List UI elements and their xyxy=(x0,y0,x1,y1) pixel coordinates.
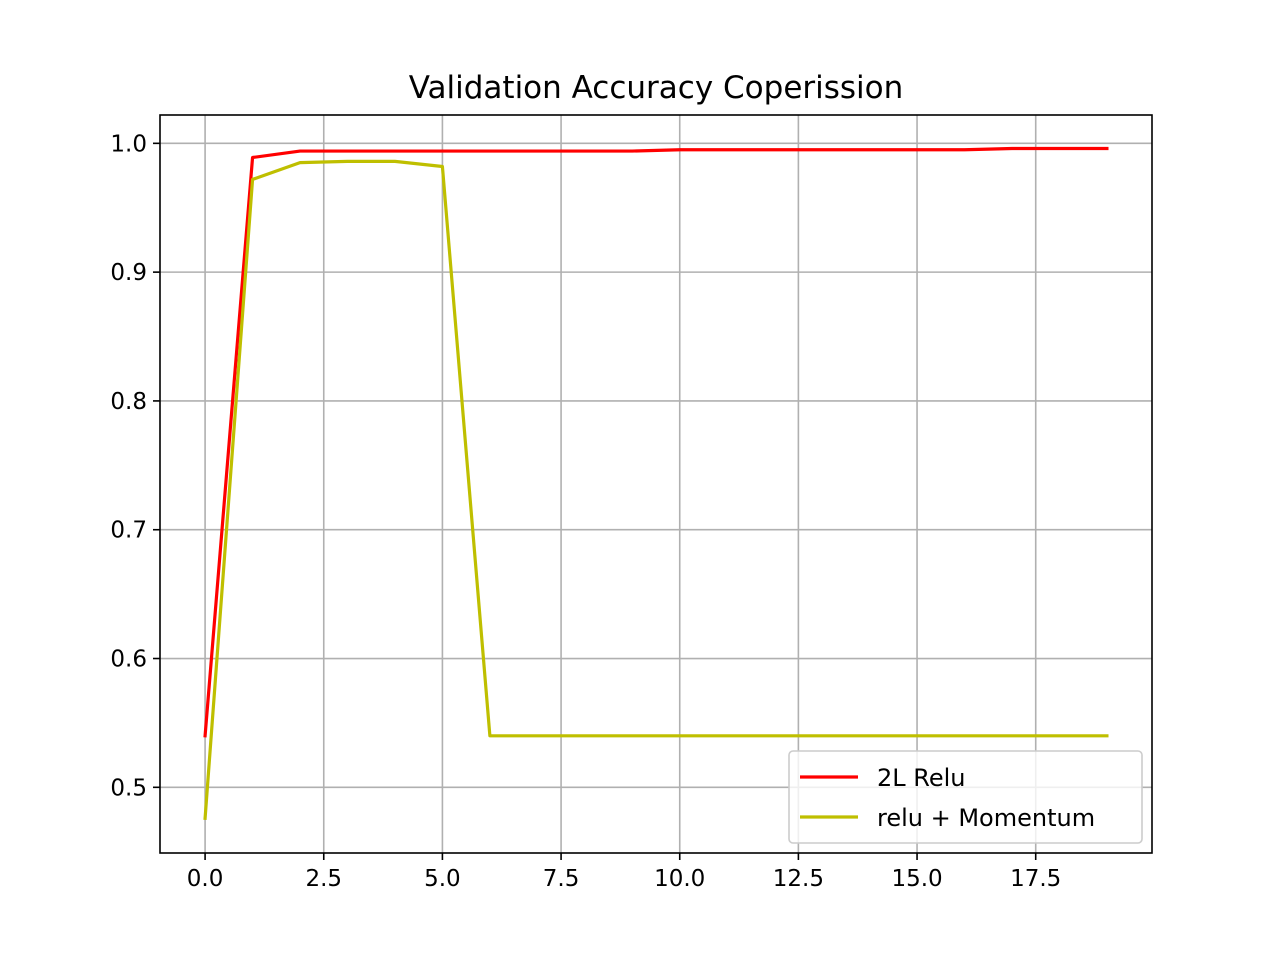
x-gridlines xyxy=(204,115,1037,853)
x-tick-label: 7.5 xyxy=(543,866,580,892)
y-tick-label: 0.5 xyxy=(110,775,147,801)
x-tick-label: 5.0 xyxy=(424,866,461,892)
x-tick-label: 10.0 xyxy=(654,866,705,892)
y-tick-label: 1.0 xyxy=(110,131,147,157)
chart-title: Validation Accuracy Coperission xyxy=(409,70,904,106)
x-tick-label: 2.5 xyxy=(305,866,342,892)
y-axis: 0.5 0.6 0.7 0.8 0.9 1.0 xyxy=(110,131,160,801)
series-line-1 xyxy=(203,146,1109,738)
y-tick-label: 0.8 xyxy=(110,389,147,415)
y-tick-label: 0.9 xyxy=(110,260,147,286)
plot-frame xyxy=(159,114,1153,854)
y-gridlines xyxy=(160,142,1152,789)
legend: 2L Relu relu + Momentum xyxy=(788,750,1143,844)
y-tick-label: 0.6 xyxy=(110,647,147,673)
legend-label-2: relu + Momentum xyxy=(877,804,1095,832)
legend-box xyxy=(788,750,1143,844)
x-tick-label: 15.0 xyxy=(891,866,942,892)
series-layer xyxy=(203,146,1109,820)
x-tick-label: 17.5 xyxy=(1010,866,1061,892)
y-tick-label: 0.7 xyxy=(110,518,147,544)
x-axis: 0.0 2.5 5.0 7.5 10.0 12.5 15.0 17.5 xyxy=(187,853,1061,892)
x-tick-label: 12.5 xyxy=(773,866,824,892)
x-tick-label: 0.0 xyxy=(187,866,224,892)
legend-label-1: 2L Relu xyxy=(877,764,966,792)
series-line-2 xyxy=(203,159,1109,820)
